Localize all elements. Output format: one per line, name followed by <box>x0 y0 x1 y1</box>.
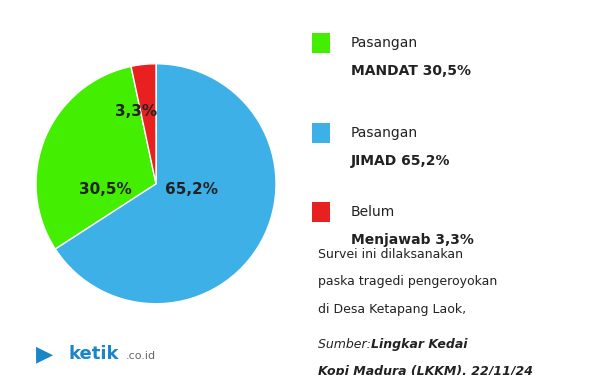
Text: paska tragedi pengeroyokan: paska tragedi pengeroyokan <box>318 276 497 288</box>
Text: 3,3%: 3,3% <box>115 104 157 119</box>
Text: ▶: ▶ <box>36 344 53 364</box>
Text: ketik: ketik <box>69 345 119 363</box>
Text: 65,2%: 65,2% <box>166 182 218 197</box>
Wedge shape <box>131 64 156 184</box>
Text: Survei ini dilaksanakan: Survei ini dilaksanakan <box>318 249 463 261</box>
Text: Kopi Madura (LKKM). 22/11/24: Kopi Madura (LKKM). 22/11/24 <box>318 364 533 375</box>
Text: MANDAT 30,5%: MANDAT 30,5% <box>351 64 471 78</box>
Text: di Desa Ketapang Laok,: di Desa Ketapang Laok, <box>318 303 466 315</box>
Wedge shape <box>36 66 156 249</box>
Text: JIMAD 65,2%: JIMAD 65,2% <box>351 154 451 168</box>
Text: Menjawab 3,3%: Menjawab 3,3% <box>351 233 474 247</box>
Text: Pasangan: Pasangan <box>351 36 418 50</box>
Text: Lingkar Kedai: Lingkar Kedai <box>371 338 467 351</box>
Text: Belum: Belum <box>351 205 395 219</box>
Text: 30,5%: 30,5% <box>79 182 132 197</box>
Text: .co.id: .co.id <box>126 351 156 361</box>
Text: Pasangan: Pasangan <box>351 126 418 140</box>
Wedge shape <box>55 64 276 304</box>
Text: Sumber:: Sumber: <box>318 338 375 351</box>
